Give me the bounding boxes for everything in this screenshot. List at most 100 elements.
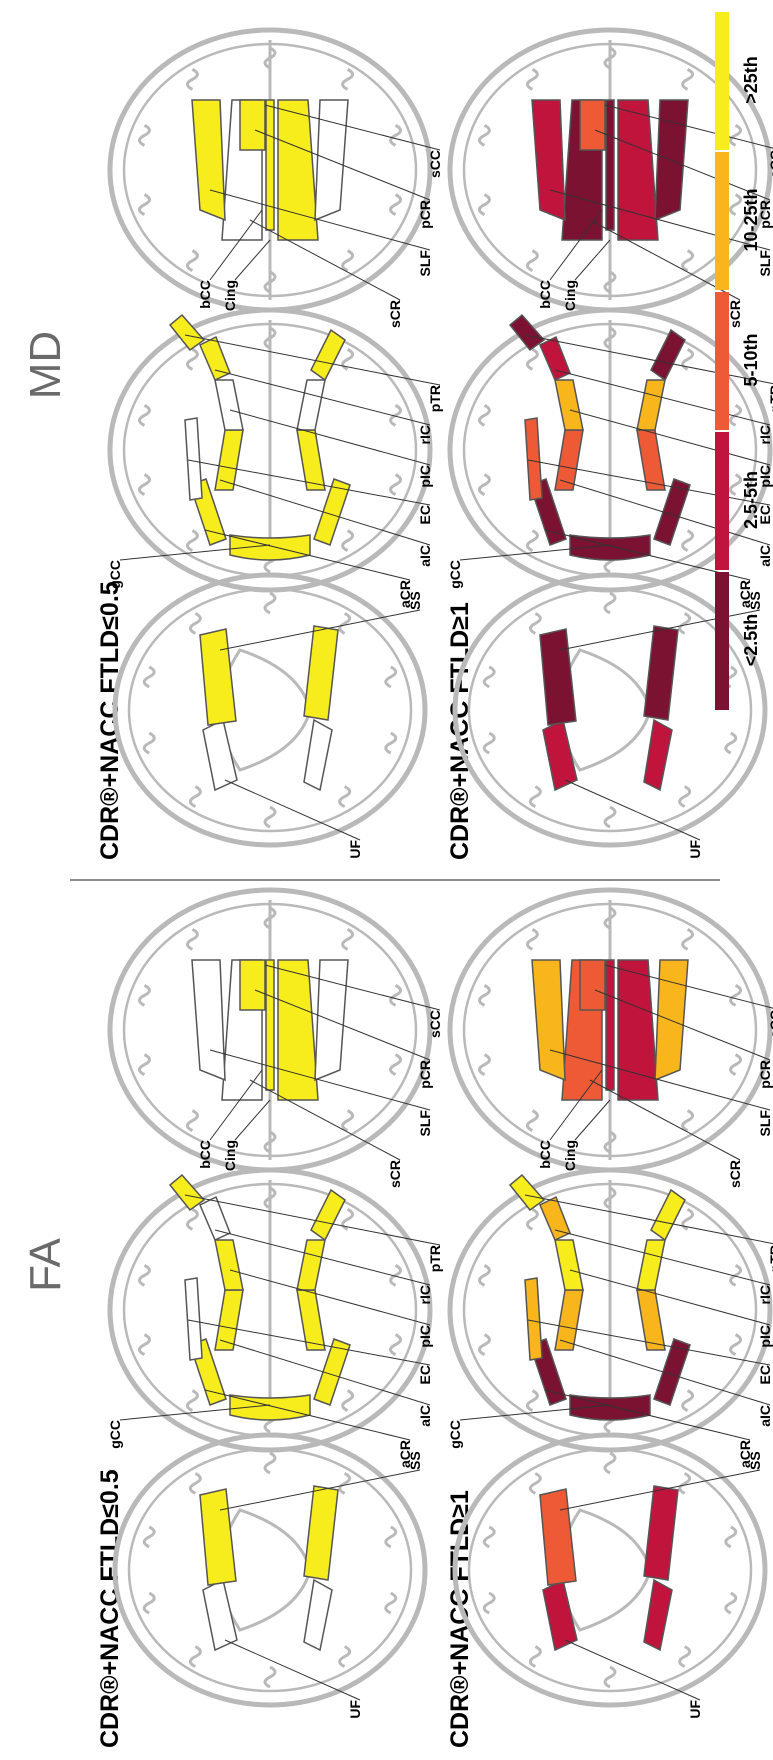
gyrus-squiggle <box>729 473 742 496</box>
leader-line <box>204 1389 411 1441</box>
brain-outline <box>452 1432 768 1708</box>
brain-outline <box>112 572 428 848</box>
gyrus-squiggle <box>681 928 695 951</box>
gyrus-squiggle <box>525 1208 539 1231</box>
gyrus-squiggle <box>389 1264 402 1287</box>
gyrus-squiggle <box>384 1591 398 1615</box>
region-label-ptr: pTR <box>427 1245 443 1272</box>
leader-line <box>574 1099 611 1141</box>
leader-line <box>544 1389 751 1441</box>
gyrus-squiggle <box>338 1472 352 1495</box>
temporal-slice-panel: UF SS <box>112 572 428 859</box>
leader-line <box>604 964 773 1011</box>
gyrus-squiggle <box>263 591 277 615</box>
ptr-left-tract <box>508 313 546 352</box>
aic-tract <box>554 429 584 491</box>
region-label-pic: pIC <box>417 1325 433 1348</box>
slf-right-tract <box>314 99 349 222</box>
gyrus-squiggle <box>681 1109 695 1132</box>
gyrus-squiggle <box>603 1665 617 1689</box>
gyrus-squiggle <box>678 612 692 635</box>
leader-line <box>209 209 263 281</box>
slf-right-tract <box>654 99 689 222</box>
gyrus-squiggle <box>389 124 402 147</box>
leader-line <box>549 209 603 281</box>
region-label-scc: sCC <box>427 1010 443 1038</box>
gyrus-squiggle <box>138 124 151 147</box>
pcr-left-tract <box>239 99 266 151</box>
bcc-tract <box>265 99 275 231</box>
pcr-left-tract <box>239 959 266 1011</box>
gyrus-squiggle <box>185 1208 199 1231</box>
pic-right-tract <box>296 379 326 431</box>
legend-swatch <box>715 432 729 570</box>
region-label-pcr: pCR <box>757 1060 773 1089</box>
leader-line <box>229 409 431 466</box>
leader-line <box>527 459 771 506</box>
region-label-ec: EC <box>417 505 433 524</box>
gyrus-squiggle <box>338 785 352 808</box>
gyrus-squiggle <box>138 1053 151 1076</box>
ec-tract <box>524 417 543 501</box>
region-label-ss: SS <box>747 591 763 610</box>
gyrus-squiggle <box>678 1472 692 1495</box>
aic-tract <box>214 1289 244 1351</box>
brain-inner-outline <box>127 1447 413 1693</box>
gyrus-squiggle <box>603 805 617 829</box>
gyrus-squiggle <box>142 1525 156 1549</box>
ec-tract <box>184 417 203 501</box>
ptr-left-tract <box>508 1173 546 1212</box>
leader-line <box>219 479 431 546</box>
region-label-aic: aIC <box>417 545 433 567</box>
brain-outline <box>107 887 433 1173</box>
ss-left-tract <box>539 1488 577 1586</box>
gyrus-squiggle <box>482 665 496 689</box>
legend-label: 10-25th <box>741 188 761 251</box>
slf-left-tract <box>191 959 226 1082</box>
leader-line <box>187 459 431 506</box>
gyrus-squiggle <box>678 1645 692 1668</box>
leader-line <box>204 529 411 581</box>
gyrus-squiggle <box>729 1264 742 1287</box>
region-label-slf: SLF <box>417 250 433 277</box>
uf-left-tract <box>202 718 238 792</box>
region-label-acr: aCR <box>397 580 413 608</box>
gyrus-squiggle <box>185 1109 199 1132</box>
legend-label: <2.5th <box>741 614 761 667</box>
leader-line <box>549 189 771 251</box>
leader-line <box>559 1339 771 1406</box>
ric-tract <box>539 1195 571 1242</box>
ss-right-tract <box>643 625 679 721</box>
region-label-ptr: pTR <box>767 1245 773 1272</box>
legend-label: >25th <box>741 56 761 104</box>
leader-line <box>209 189 431 251</box>
pic-tract <box>554 379 584 431</box>
ptr-left-tract <box>168 313 206 352</box>
region-label-pic: pIC <box>417 465 433 488</box>
leader-line <box>187 1319 431 1366</box>
gyrus-squiggle <box>525 928 539 951</box>
region-label-scc: sCC <box>767 150 773 178</box>
region-label-bcc: bCC <box>537 280 553 309</box>
scr-right-tract <box>617 99 659 241</box>
ptr-right-tract <box>650 1188 686 1242</box>
gyrus-squiggle <box>185 1389 199 1412</box>
pcr-left-tract <box>579 959 606 1011</box>
region-label-bcc: bCC <box>537 1140 553 1169</box>
gyrus-squiggle <box>729 984 742 1007</box>
uf-left-tract <box>202 1578 238 1652</box>
region-label-ric: rIC <box>417 1285 433 1304</box>
gyrus-squiggle <box>478 193 491 216</box>
leader-line <box>559 479 771 546</box>
gyrus-squiggle <box>482 731 496 755</box>
gyrus-squiggle <box>603 591 617 615</box>
leader-line <box>594 129 771 201</box>
md-heading: MD <box>21 331 70 399</box>
leader-line <box>459 1404 611 1421</box>
gyrus-squiggle <box>478 404 491 427</box>
bcc-tract <box>265 959 275 1091</box>
brain-inner-outline <box>127 587 413 833</box>
region-label-pcr: pCR <box>417 200 433 229</box>
